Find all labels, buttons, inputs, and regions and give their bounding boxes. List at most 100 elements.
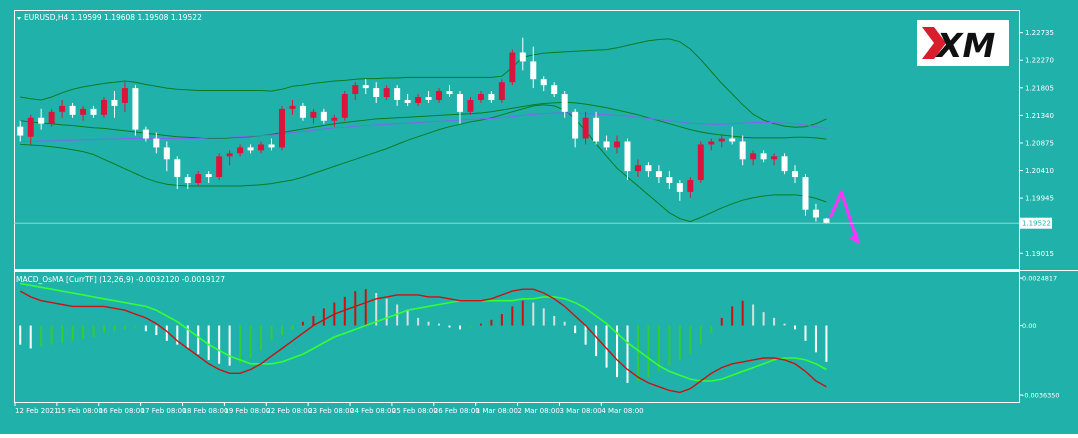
candle-body xyxy=(792,171,799,178)
candle-body xyxy=(729,138,736,142)
candle-body xyxy=(174,159,181,178)
signal-arrow-path xyxy=(829,190,858,240)
price-tick-label: 1.19945 xyxy=(1025,195,1054,203)
price-axis: 1.22735 1.22270 1.21805 1.21340 1.20875 1.204… xyxy=(1019,29,1054,258)
time-tick-label: 22 Feb 08:00 xyxy=(266,407,312,415)
time-tick-label: 24 Feb 08:00 xyxy=(350,407,396,415)
candle-body xyxy=(655,171,662,178)
candle-body xyxy=(278,108,285,148)
bollinger-bands xyxy=(20,38,827,223)
candle-body xyxy=(425,97,432,100)
candle-body xyxy=(195,174,202,183)
candle-body xyxy=(184,177,191,183)
candle-body xyxy=(781,156,788,172)
candle-body xyxy=(614,141,621,148)
candle-body xyxy=(299,105,306,118)
candle-body xyxy=(718,138,725,142)
price-tick-label: 1.22735 xyxy=(1025,29,1054,37)
candle-body xyxy=(226,153,233,157)
candle-body xyxy=(530,61,537,80)
candle-body xyxy=(624,141,631,172)
time-tick-label: 1 Mar 08:00 xyxy=(476,407,518,415)
bollinger-upper-line xyxy=(20,38,827,128)
time-tick-label: 4 Mar 08:00 xyxy=(601,407,643,415)
indicator-panel-title: MACD_OsMA [CurrTF] (12,26,9) -0.0032120 … xyxy=(16,275,225,284)
signal-arrow-head xyxy=(849,231,860,245)
chart-menu-triangle-icon[interactable] xyxy=(17,17,21,20)
candle-body xyxy=(509,52,516,83)
candle-body xyxy=(540,79,547,86)
candle-body xyxy=(341,94,348,118)
candle-body xyxy=(488,94,495,100)
candle-body xyxy=(477,94,484,100)
candle-body xyxy=(812,209,819,218)
price-panel-title: EURUSD,H4 1.19599 1.19608 1.19508 1.1952… xyxy=(24,13,202,22)
price-tick-label: 1.21805 xyxy=(1025,84,1054,92)
candle-body xyxy=(456,94,463,112)
candle-body xyxy=(676,183,683,192)
moving-average-line xyxy=(20,112,827,142)
osc-tick-label: 0.0024817 xyxy=(1022,275,1057,283)
candle-body xyxy=(216,156,223,178)
price-panel-frame xyxy=(14,10,1020,270)
candle-body xyxy=(310,111,317,118)
candle-body xyxy=(802,177,809,210)
candlesticks xyxy=(17,37,830,224)
candle-body xyxy=(17,126,24,136)
candle-body xyxy=(258,144,265,151)
candle-body xyxy=(163,147,170,160)
time-tick-label: 18 Feb 08:00 xyxy=(183,407,229,415)
candle-body xyxy=(519,52,526,62)
candle-body xyxy=(383,88,390,97)
candle-body xyxy=(362,85,369,89)
osc-tick-label: -0.0036350 xyxy=(1022,392,1060,400)
time-tick-label: 12 Feb 2021 xyxy=(15,407,59,415)
indicator-panel-frame xyxy=(14,271,1020,403)
time-tick-label: 23 Feb 08:00 xyxy=(308,407,354,415)
candle-body xyxy=(436,91,443,100)
candle-body xyxy=(111,99,118,106)
macd-oscillator xyxy=(19,282,828,394)
candle-body xyxy=(498,82,505,100)
time-tick-label: 25 Feb 08:00 xyxy=(392,407,438,415)
candle-body xyxy=(593,117,600,142)
price-tick-label: 1.19015 xyxy=(1025,250,1054,258)
candle-body xyxy=(90,108,97,115)
candle-body xyxy=(446,91,453,95)
candle-body xyxy=(142,129,149,139)
candle-body xyxy=(561,94,568,112)
candle-body xyxy=(394,88,401,100)
candle-body xyxy=(771,156,778,160)
candle-body xyxy=(69,105,76,115)
candle-body xyxy=(404,99,411,103)
candle-body xyxy=(467,99,474,112)
macd-signal-line xyxy=(20,282,827,382)
candle-body xyxy=(80,108,87,115)
signal-arrow xyxy=(829,190,860,245)
candle-body xyxy=(331,117,338,121)
candle-body xyxy=(739,141,746,160)
candle-body xyxy=(121,88,128,103)
candle-body xyxy=(415,97,422,103)
candle-body xyxy=(38,117,45,124)
logo-text: XM xyxy=(935,26,995,65)
candle-body xyxy=(247,147,254,151)
oscillator-axis: 0.0024817 0.00 -0.0036350 xyxy=(1019,275,1060,400)
time-tick-label: 3 Mar 08:00 xyxy=(559,407,601,415)
candle-body xyxy=(59,105,66,112)
candle-body xyxy=(823,218,830,224)
candle-body xyxy=(27,117,34,137)
time-tick-label: 19 Feb 08:00 xyxy=(224,407,270,415)
candle-body xyxy=(132,88,139,130)
time-tick-label: 26 Feb 08:00 xyxy=(434,407,480,415)
candle-body xyxy=(320,111,327,121)
price-tick-label: 1.20410 xyxy=(1025,167,1054,175)
candle-body xyxy=(603,141,610,148)
candle-body xyxy=(666,177,673,183)
candle-body xyxy=(551,85,558,95)
candle-body xyxy=(237,147,244,154)
candle-body xyxy=(687,180,694,192)
candle-body xyxy=(645,165,652,172)
